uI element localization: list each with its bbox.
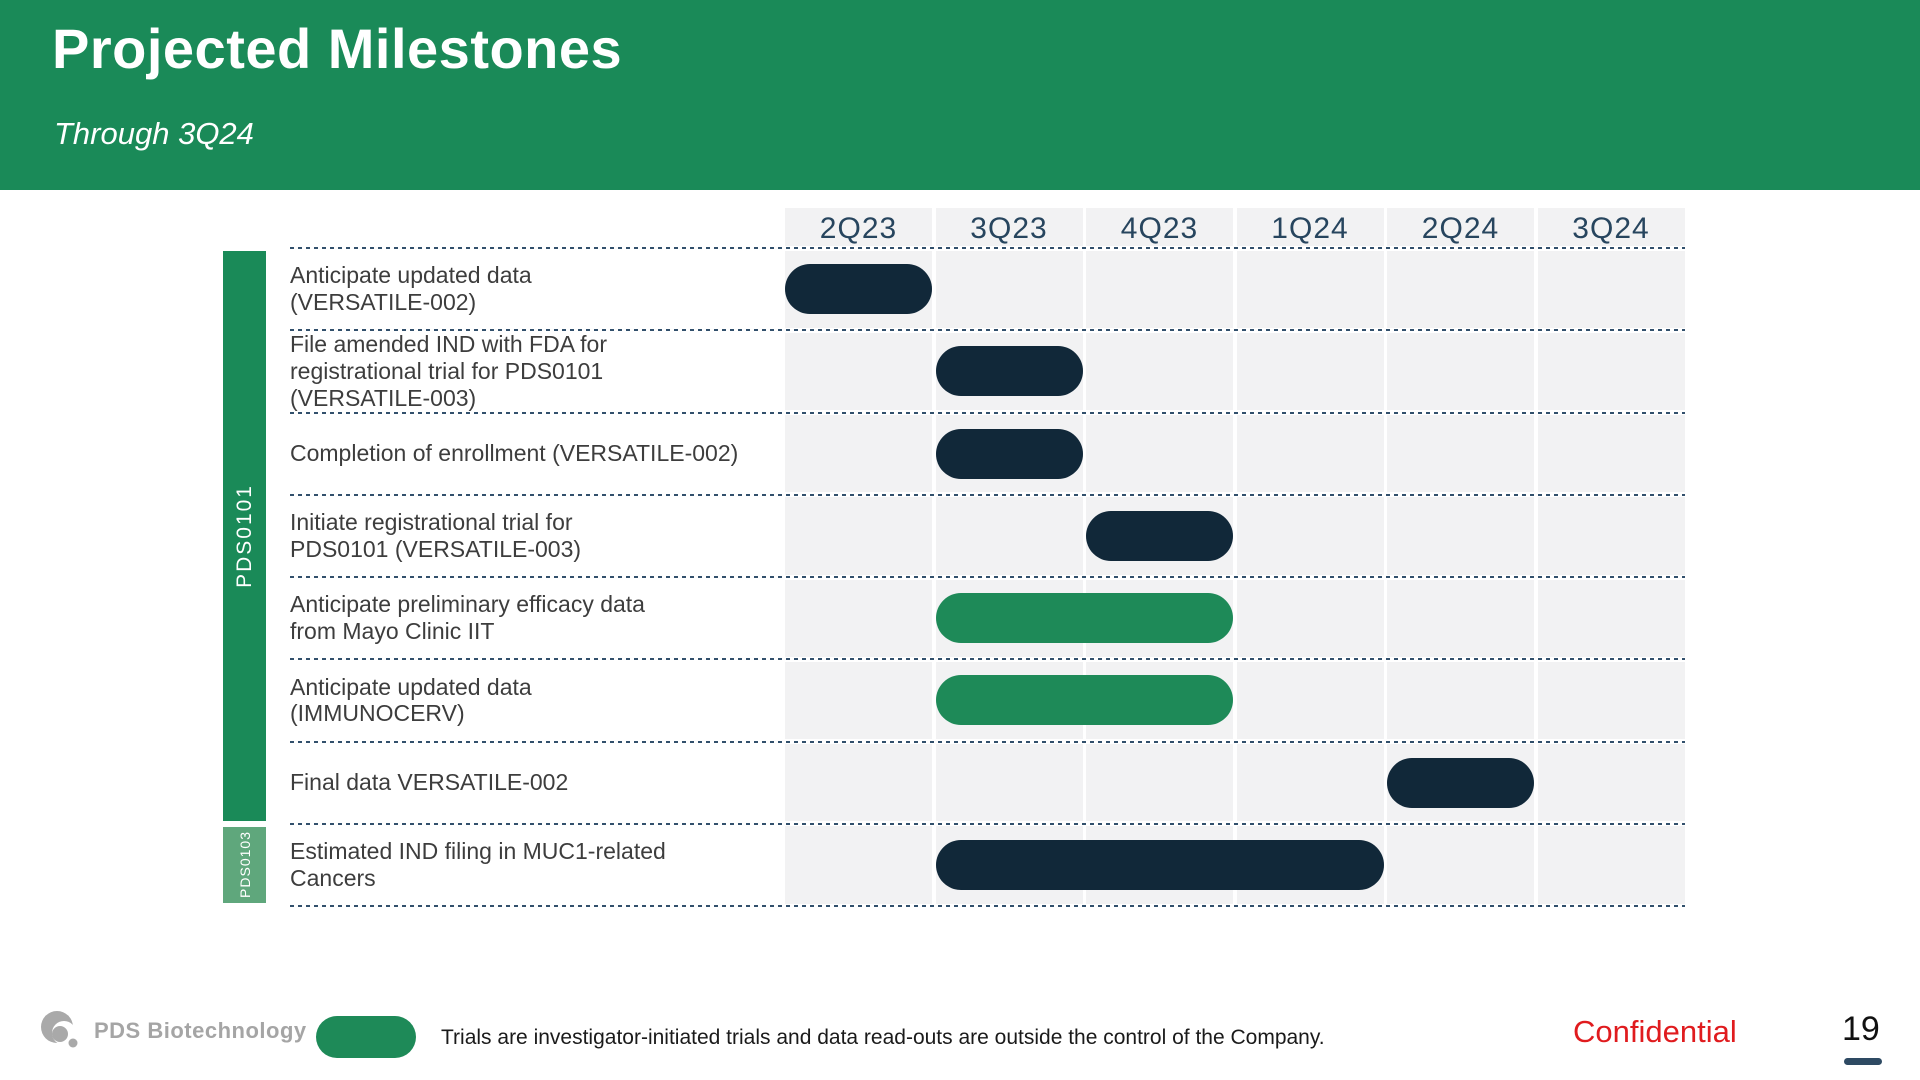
- milestone-bar: [935, 593, 1233, 644]
- quarter-header-label: 3Q24: [1572, 212, 1650, 245]
- quarter-column: [1236, 208, 1384, 906]
- quarter-column: [1537, 208, 1685, 906]
- quarter-column: [935, 208, 1083, 906]
- row-separator-line: [290, 740, 1685, 743]
- milestone-label: Final data VERSATILE-002: [290, 769, 569, 796]
- row-separator-line: [290, 247, 1685, 249]
- milestone-label: File amended IND with FDA for registrati…: [290, 331, 608, 411]
- group-label: PDS0101: [232, 483, 256, 588]
- milestone-label: Anticipate updated data (IMMUNOCERV): [290, 673, 532, 727]
- row-separator-line: [290, 576, 1685, 578]
- milestone-label: Anticipate preliminary efficacy data fro…: [290, 591, 645, 645]
- milestone-label: Estimated IND filing in MUC1-related Can…: [290, 838, 666, 891]
- confidential-label: Confidential: [1573, 1014, 1737, 1049]
- group-bar-pds0101: PDS0101: [223, 251, 266, 821]
- milestone-label: Anticipate updated data (VERSATILE-002): [290, 262, 532, 316]
- milestone-bar: [1086, 510, 1233, 561]
- legend-note: Trials are investigator-initiated trials…: [441, 1026, 1325, 1049]
- quarter-column: [785, 208, 932, 906]
- milestone-bar: [785, 264, 932, 315]
- milestone-bar: [935, 428, 1083, 479]
- milestone-label: Initiate registrational trial for PDS010…: [290, 509, 582, 562]
- milestone-bar: [935, 346, 1083, 397]
- page-number: 19: [1842, 1010, 1880, 1048]
- milestone-bar: [1387, 757, 1534, 808]
- company-logo-text: PDS Biotechnology: [94, 1018, 307, 1043]
- quarter-header-label: 2Q24: [1421, 212, 1500, 245]
- quarter-header-label: 4Q23: [1120, 212, 1199, 245]
- quarter-header-label: 2Q23: [819, 212, 898, 245]
- milestone-bar: [935, 839, 1384, 890]
- company-logo: PDS Biotechnology: [38, 1008, 307, 1054]
- row-separator-line: [290, 905, 1685, 907]
- pds-logo-icon: [41, 1011, 78, 1048]
- quarter-header-label: 1Q24: [1271, 212, 1349, 245]
- group-label: PDS0103: [236, 831, 253, 899]
- quarter-header-label: 3Q23: [970, 212, 1048, 245]
- legend-green-pill: [316, 1016, 416, 1058]
- row-separator-line: [290, 822, 1685, 825]
- row-separator-line: [290, 411, 1685, 414]
- header-banner: [0, 0, 1920, 190]
- milestone-bar: [935, 675, 1233, 726]
- group-bar-pds0103: PDS0103: [223, 826, 266, 903]
- row-separator-line: [290, 329, 1685, 332]
- page-subtitle: Through 3Q24: [54, 116, 254, 151]
- page-title: Projected Milestones: [52, 17, 623, 80]
- row-separator-line: [290, 493, 1685, 496]
- page-number-underline: [1844, 1058, 1882, 1065]
- milestone-label: Completion of enrollment (VERSATILE-002): [290, 440, 739, 467]
- row-separator-line: [290, 658, 1685, 661]
